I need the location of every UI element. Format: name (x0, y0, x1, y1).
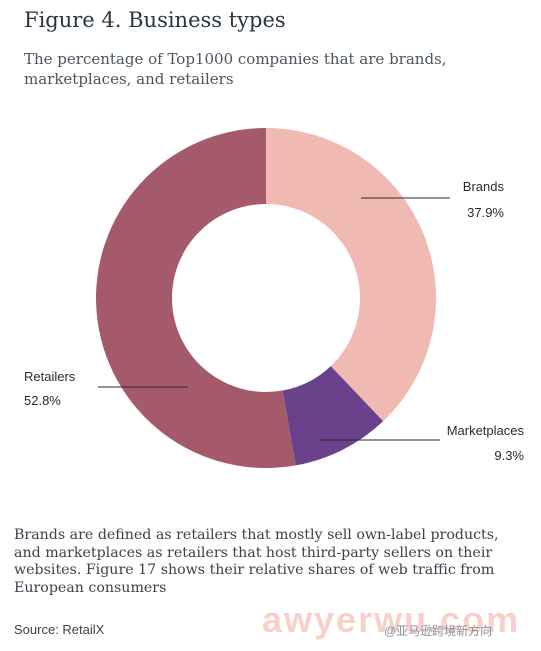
figure-title: Figure 4. Business types (24, 8, 286, 32)
slice-label-brands: Brands (463, 179, 505, 194)
donut-chart-svg: Brands 37.9% Marketplaces 9.3% Retailers 52.8… (24, 128, 525, 469)
slice-value-marketplaces: 9.3% (494, 448, 524, 463)
slice-value-retailers: 52.8% (24, 393, 61, 408)
slice-marketplaces (282, 366, 384, 466)
slice-value-brands: 37.9% (467, 205, 504, 220)
donut-chart: Brands 37.9% Marketplaces 9.3% Retailers 52.8… (0, 100, 541, 500)
slice-retailers (96, 128, 296, 469)
slice-label-marketplaces: Marketplaces (447, 423, 525, 438)
slice-brands (266, 128, 437, 422)
slice-label-retailers: Retailers (24, 369, 76, 384)
watermark-text: awyerwu.com (262, 599, 521, 640)
source-note: Source: RetailX (14, 622, 105, 637)
figure-caption: Brands are defined as retailers that mos… (14, 527, 499, 596)
figure-subtitle: The percentage of Top1000 companies that… (24, 50, 447, 88)
watermark-tag: @亚马逊跨境新方向 (384, 624, 493, 638)
